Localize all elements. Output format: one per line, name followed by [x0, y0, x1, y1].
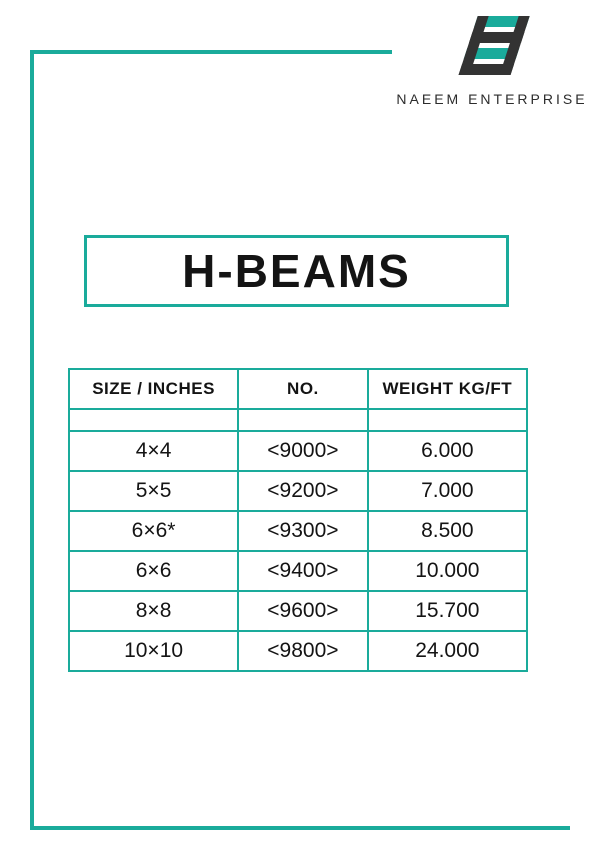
page-title: H-BEAMS — [182, 244, 411, 298]
cell-no: <9000> — [238, 431, 368, 471]
spacer-cell — [238, 409, 368, 431]
cell-no: <9300> — [238, 511, 368, 551]
table-row: 6×6* <9300> 8.500 — [69, 511, 527, 551]
table-header-row: SIZE / INCHES NO. WEIGHT KG/FT — [69, 369, 527, 409]
table-row: 5×5 <9200> 7.000 — [69, 471, 527, 511]
cell-size: 6×6 — [69, 551, 238, 591]
cell-size: 6×6* — [69, 511, 238, 551]
cell-weight: 8.500 — [368, 511, 527, 551]
table-spacer-row — [69, 409, 527, 431]
title-box: H-BEAMS — [84, 235, 509, 307]
table-row: 4×4 <9000> 6.000 — [69, 431, 527, 471]
table-row: 6×6 <9400> 10.000 — [69, 551, 527, 591]
cell-weight: 7.000 — [368, 471, 527, 511]
spacer-cell — [69, 409, 238, 431]
table-row: 10×10 <9800> 24.000 — [69, 631, 527, 671]
cell-no: <9200> — [238, 471, 368, 511]
cell-weight: 24.000 — [368, 631, 527, 671]
cell-size: 4×4 — [69, 431, 238, 471]
table-row: 8×8 <9600> 15.700 — [69, 591, 527, 631]
col-header-size: SIZE / INCHES — [69, 369, 238, 409]
brand-name: NAEEM ENTERPRISE — [392, 91, 592, 107]
cell-weight: 6.000 — [368, 431, 527, 471]
cell-no: <9800> — [238, 631, 368, 671]
cell-size: 8×8 — [69, 591, 238, 631]
hbeams-table: SIZE / INCHES NO. WEIGHT KG/FT 4×4 <9000… — [68, 368, 528, 672]
cell-weight: 15.700 — [368, 591, 527, 631]
col-header-weight: WEIGHT KG/FT — [368, 369, 527, 409]
spacer-cell — [368, 409, 527, 431]
col-header-no: NO. — [238, 369, 368, 409]
cell-no: <9600> — [238, 591, 368, 631]
brand-logo-icon — [449, 12, 535, 87]
brand-logo-block: NAEEM ENTERPRISE — [392, 8, 592, 113]
cell-size: 5×5 — [69, 471, 238, 511]
cell-weight: 10.000 — [368, 551, 527, 591]
cell-size: 10×10 — [69, 631, 238, 671]
cell-no: <9400> — [238, 551, 368, 591]
